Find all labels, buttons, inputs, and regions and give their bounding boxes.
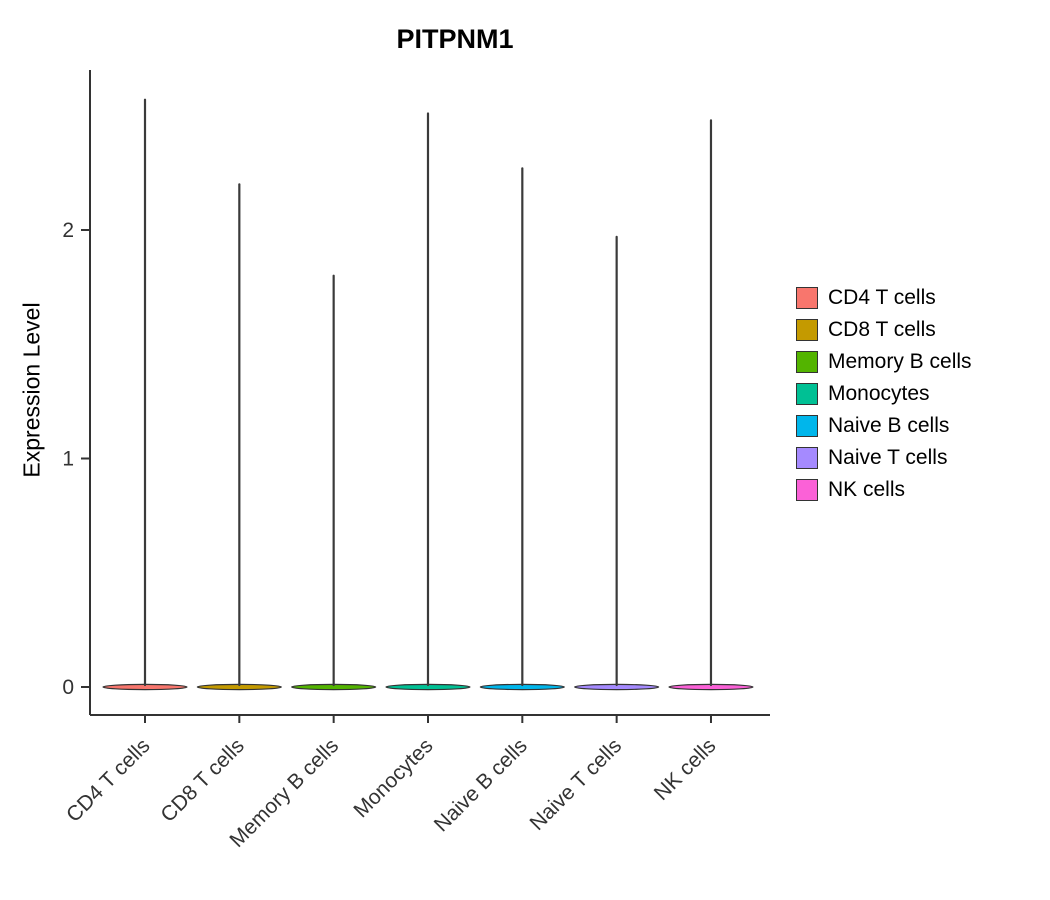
legend: CD4 T cells CD8 T cells Memory B cells M… (796, 286, 972, 501)
legend-item: Memory B cells (796, 350, 972, 373)
legend-item: Monocytes (796, 382, 972, 405)
legend-swatch-icon (796, 478, 818, 501)
legend-label: Monocytes (828, 382, 930, 405)
legend-item: CD8 T cells (796, 318, 972, 341)
legend-swatch-icon (796, 318, 818, 341)
legend-swatch-icon (796, 446, 818, 469)
x-tick-label: Naive B cells (430, 734, 532, 836)
legend-label: Naive T cells (828, 446, 948, 469)
x-tick-label: Monocytes (349, 734, 437, 822)
legend-label: CD8 T cells (828, 318, 936, 341)
legend-label: CD4 T cells (828, 286, 936, 309)
y-tick-label: 1 (62, 448, 74, 471)
legend-swatch-icon (796, 382, 818, 405)
x-tick-label: CD4 T cells (62, 734, 154, 826)
y-tick-label: 0 (62, 676, 74, 699)
legend-item: NK cells (796, 478, 972, 501)
legend-item: Naive T cells (796, 446, 972, 469)
x-tick-label: CD8 T cells (156, 734, 248, 826)
x-tick-label: Naive T cells (525, 734, 626, 835)
plot-title: PITPNM1 (396, 24, 514, 54)
x-tick-label: NK cells (650, 734, 721, 805)
legend-item: CD4 T cells (796, 286, 972, 309)
legend-label: Naive B cells (828, 414, 950, 437)
legend-label: Memory B cells (828, 350, 972, 373)
legend-swatch-icon (796, 414, 818, 437)
legend-swatch-icon (796, 286, 818, 309)
legend-item: Naive B cells (796, 414, 972, 437)
y-tick-label: 2 (62, 219, 74, 242)
legend-label: NK cells (828, 478, 906, 501)
legend-swatch-icon (796, 350, 818, 373)
